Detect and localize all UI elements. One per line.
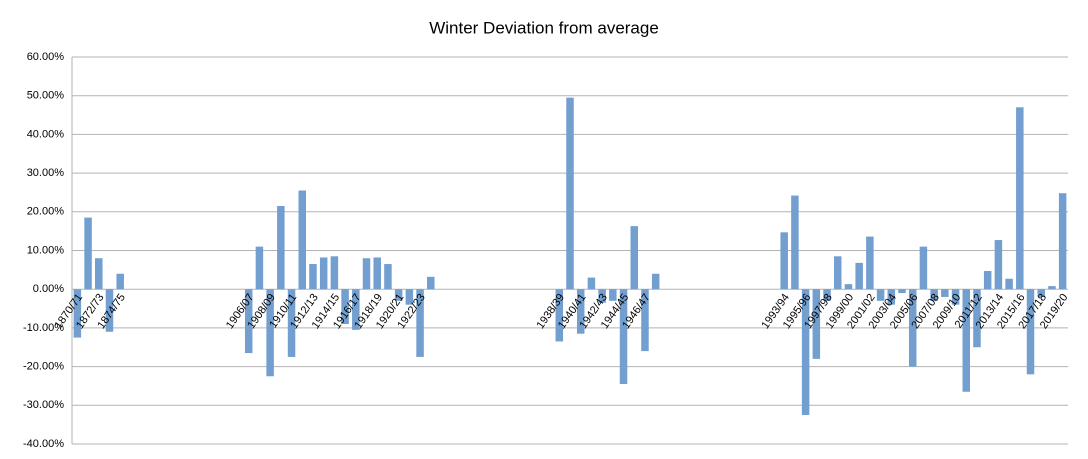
- bar: [394, 289, 403, 301]
- bar: [362, 258, 371, 290]
- bar: [908, 289, 917, 367]
- bar: [609, 289, 617, 301]
- y-tick-label: -10.00%: [23, 322, 64, 334]
- y-tick-label: 0.00%: [33, 283, 64, 295]
- bar: [95, 258, 103, 290]
- bar: [244, 289, 253, 354]
- bar: [352, 289, 360, 330]
- bar: [983, 271, 992, 290]
- bar: [930, 289, 938, 301]
- bar: [962, 289, 971, 392]
- bar: [266, 289, 274, 377]
- y-tick-label: 10.00%: [27, 244, 65, 256]
- bar: [919, 246, 928, 290]
- bar: [555, 289, 564, 342]
- bar: [823, 289, 831, 301]
- bar: [898, 289, 906, 294]
- bar: [941, 289, 949, 297]
- y-tick-label: 30.00%: [27, 167, 65, 179]
- bar: [116, 273, 124, 290]
- bar: [416, 289, 424, 357]
- y-tick-label: 40.00%: [27, 128, 65, 140]
- bar: [1016, 107, 1024, 290]
- bar: [844, 284, 853, 290]
- bar: [73, 289, 82, 338]
- bar: [973, 289, 981, 348]
- bar: [319, 257, 328, 290]
- bar: [105, 289, 114, 332]
- bar: [277, 205, 285, 290]
- bar: [876, 289, 885, 301]
- bar: [576, 289, 585, 334]
- bar: [812, 289, 821, 359]
- bar: [780, 232, 788, 290]
- bar: [855, 262, 863, 290]
- bar: [341, 289, 349, 325]
- bar: [427, 276, 435, 290]
- bar: [1026, 289, 1035, 375]
- bar: [994, 240, 1003, 290]
- bar: [84, 217, 92, 290]
- bar: [1037, 289, 1045, 297]
- y-tick-label: 50.00%: [27, 90, 65, 102]
- bar: [1058, 193, 1067, 290]
- bar: [951, 289, 960, 305]
- bar: [791, 195, 799, 290]
- bar: [287, 289, 296, 357]
- y-tick-label: -20.00%: [23, 361, 64, 373]
- bar: [887, 289, 896, 305]
- bar: [833, 256, 842, 290]
- bar: [373, 257, 381, 290]
- bar: [598, 289, 606, 303]
- bar: [330, 256, 339, 290]
- y-tick-label: -30.00%: [23, 399, 64, 411]
- bar: [1048, 286, 1056, 290]
- bar: [566, 97, 574, 290]
- bar: [1005, 278, 1013, 290]
- chart-title: Winter Deviation from average: [429, 18, 659, 37]
- y-tick-label: 60.00%: [27, 51, 65, 63]
- bar: [587, 277, 596, 290]
- bar: [866, 236, 874, 290]
- bar: [384, 264, 392, 290]
- y-tick-label: -40.00%: [23, 438, 64, 450]
- bar: [801, 289, 810, 415]
- bar: [405, 289, 414, 305]
- bar: [309, 264, 317, 290]
- bar: [641, 289, 649, 352]
- bar: [630, 226, 639, 290]
- bar: [619, 289, 628, 385]
- bar: [255, 246, 264, 290]
- y-tick-label: 20.00%: [27, 206, 65, 218]
- bar: [651, 273, 660, 290]
- bar: [298, 190, 307, 290]
